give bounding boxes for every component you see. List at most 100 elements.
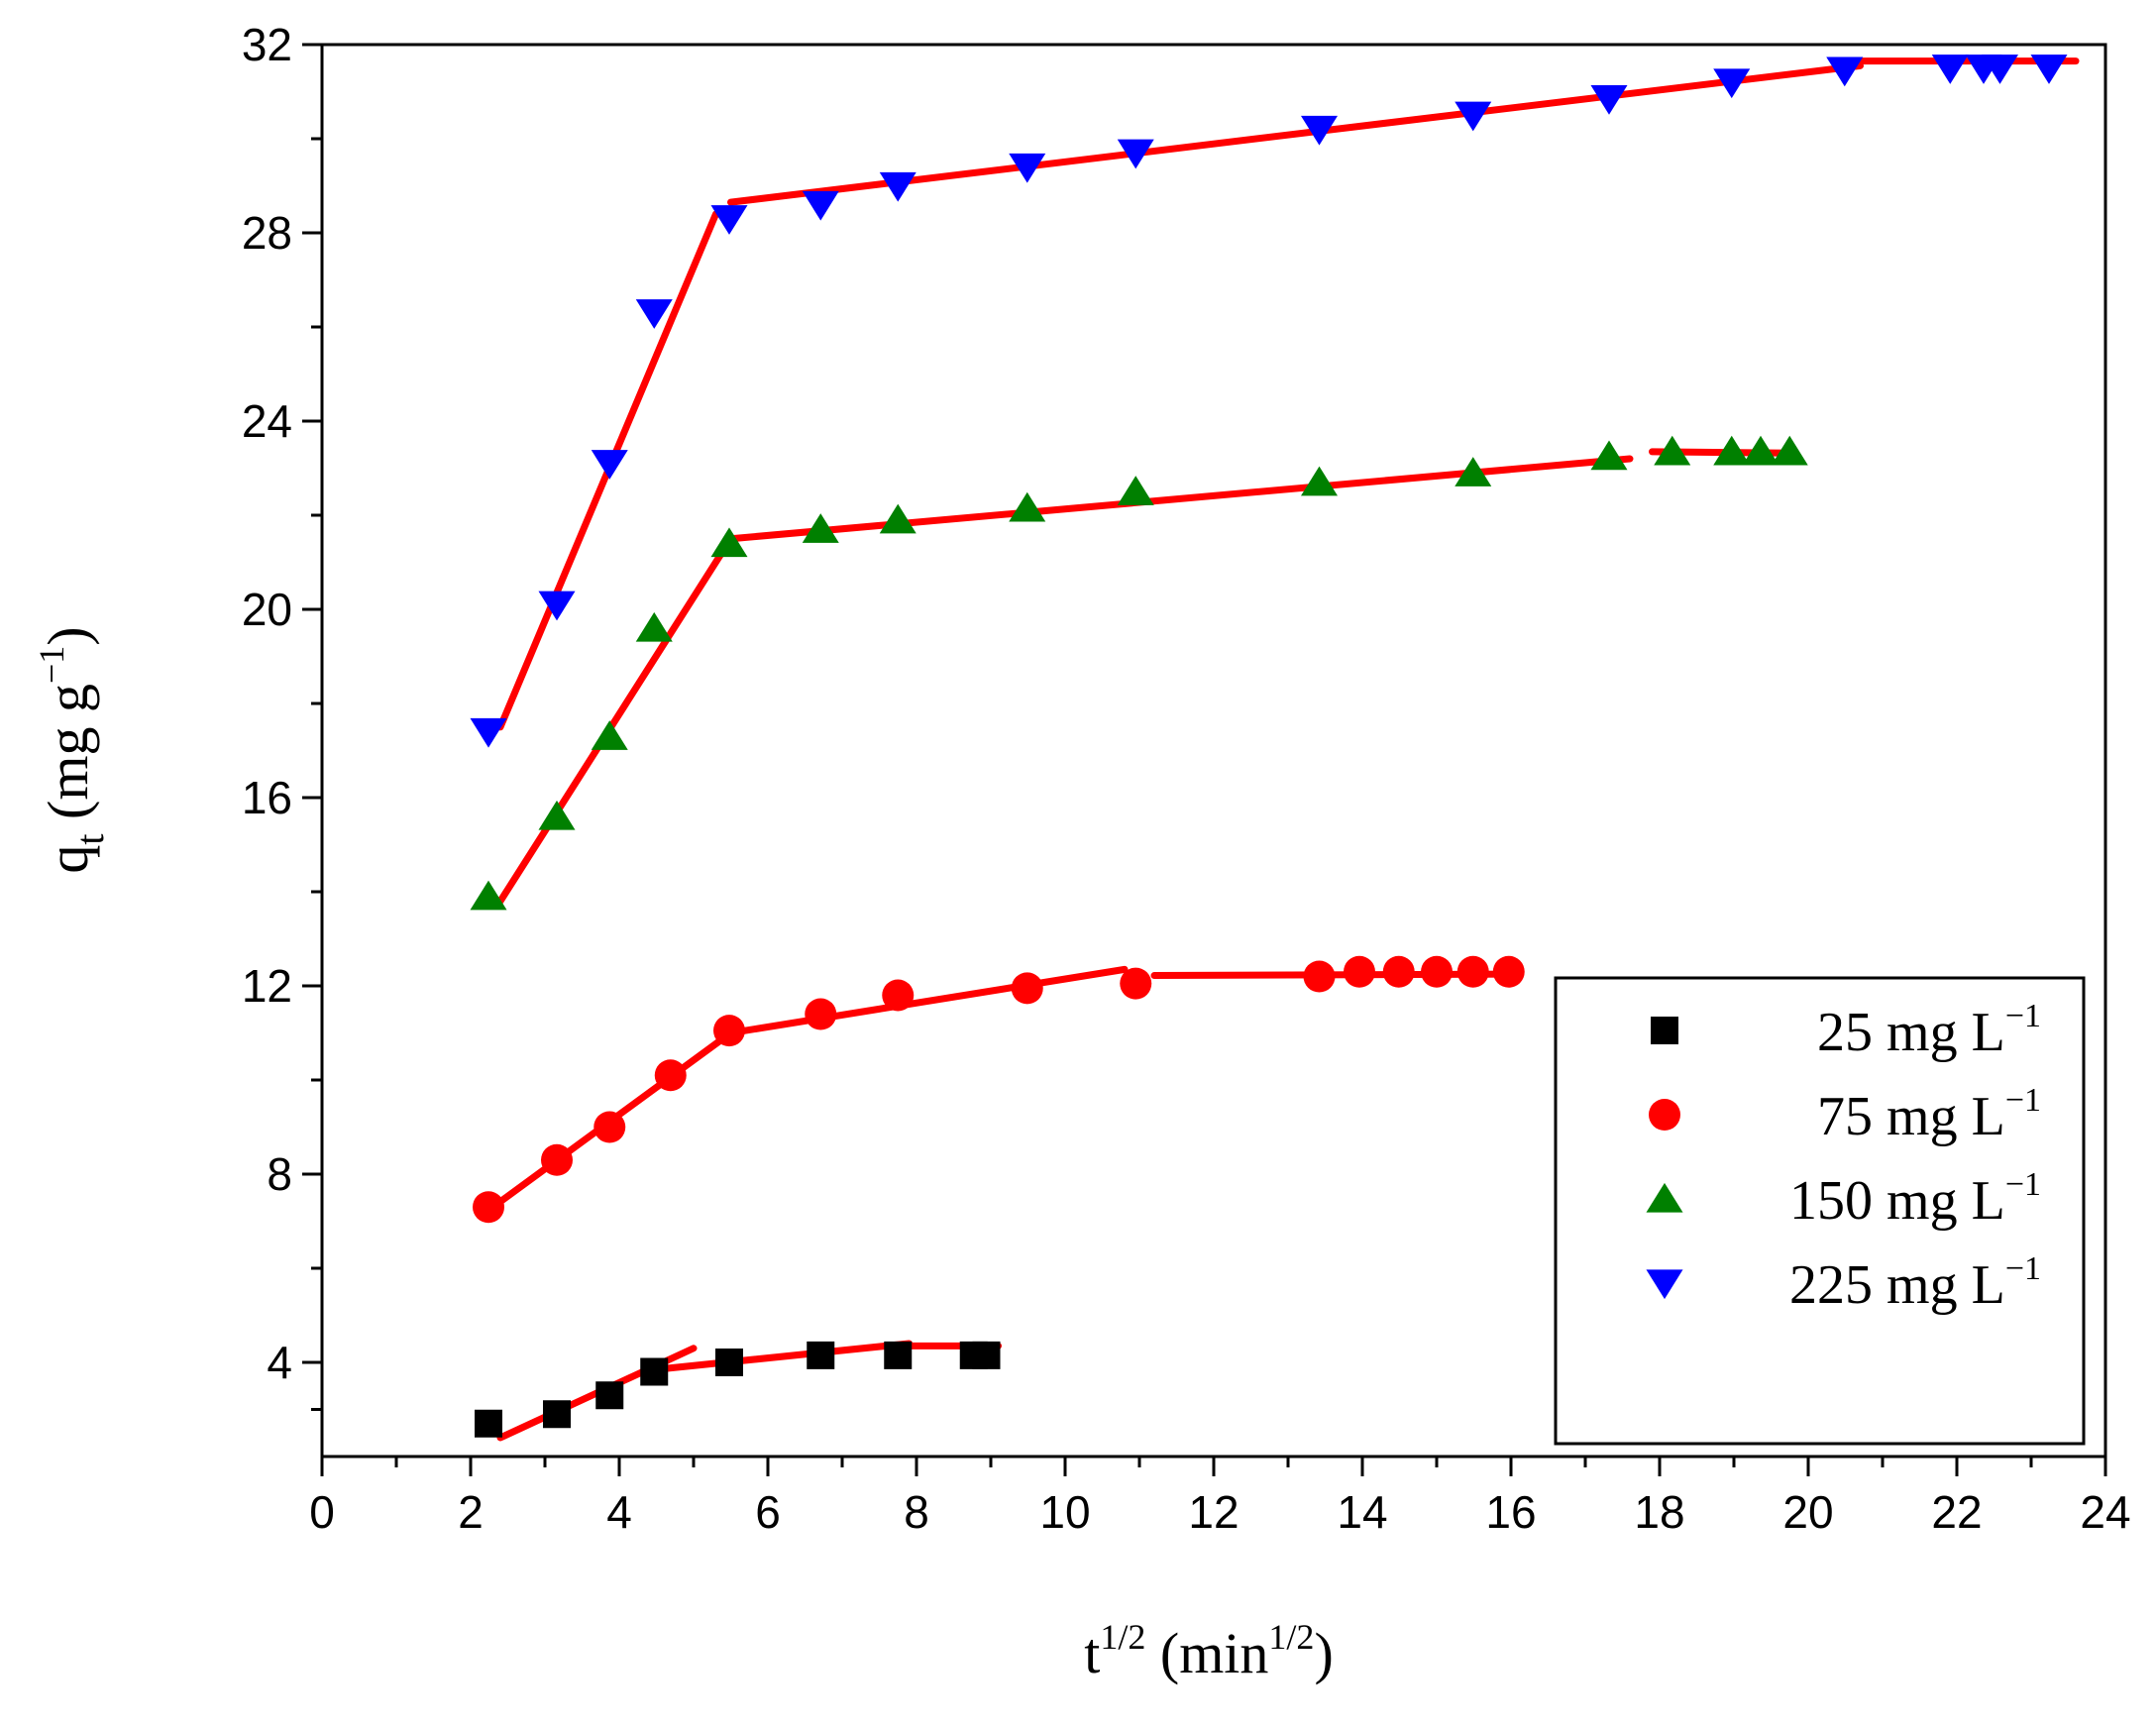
data-point [1300,466,1339,496]
legend-value: 25 [1817,1002,1873,1063]
data-point [640,1357,669,1386]
data-point [802,190,839,221]
legend-marker [1651,1017,1678,1044]
data-point [1011,972,1043,1005]
x-axis-label-unit-open: (min [1145,1621,1268,1685]
x-tick-label: 22 [1931,1486,1982,1538]
y-tick-label: 16 [242,772,292,823]
legend-box [1554,976,2086,1446]
x-axis-label-base: t [1084,1621,1100,1685]
legend-unit: mg L [1873,1086,2005,1147]
y-tick-label: 32 [242,19,292,70]
data-markers [470,54,2068,1438]
fit-line [727,455,1634,543]
data-point [713,1015,745,1047]
fit-line [653,1340,913,1373]
data-point [802,513,839,543]
y-tick-label: 4 [267,1337,292,1388]
x-tick-label: 2 [458,1486,484,1538]
x-tick-label: 20 [1782,1486,1833,1538]
legend-value: 75 [1817,1086,1873,1147]
x-tick-label: 4 [606,1486,632,1538]
legend-unit: mg L [1873,1002,2005,1063]
data-point [470,717,507,748]
data-point [1492,955,1525,988]
legend-unit: mg L [1873,1254,2005,1316]
data-point [1826,56,1864,87]
data-point [805,998,837,1030]
data-point [1303,960,1336,993]
data-point [1117,476,1154,505]
y-axis-label-unit-close: ) [36,626,100,645]
legend-marker [1646,1269,1683,1300]
data-point [1421,955,1453,988]
x-tick-label: 24 [2080,1486,2130,1538]
data-point [470,880,507,911]
data-point [1344,955,1375,988]
data-point [635,611,673,642]
data-point [1120,967,1152,1000]
x-axis-label-unit-sup: 1/2 [1268,1617,1314,1657]
data-point [1300,115,1339,146]
data-point [1117,139,1154,169]
data-point [473,1191,504,1224]
legend-unit-sup: −1 [2005,998,2041,1034]
fit-line [727,965,1129,1036]
x-tick-label: 14 [1337,1486,1387,1538]
data-point [538,800,576,830]
legend-label: 150 mg L−1 [1789,1166,2041,1232]
x-tick-label: 10 [1039,1486,1090,1538]
legend-label: 25 mg L−1 [1817,998,2041,1063]
y-tick-label: 8 [267,1148,292,1200]
data-point [710,527,748,558]
data-point [1742,435,1779,466]
y-axis-label-unit-sup: −1 [32,646,71,684]
fit-line [496,535,734,905]
data-point [2030,54,2068,84]
legend-marker [1649,1099,1680,1131]
legend-unit-sup: −1 [2005,1166,2041,1203]
y-axis-label-unit-open: (mg g [36,684,100,833]
legend-value: 150 [1789,1170,1873,1232]
data-point [710,205,748,235]
data-point [1931,54,1969,84]
y-axis-label-base: q [36,845,100,874]
data-point [1382,955,1415,988]
x-axis-label-sup: 1/2 [1100,1617,1145,1657]
data-point [882,979,915,1012]
data-point [1009,491,1046,522]
data-point [807,1341,835,1369]
y-tick-label: 28 [242,207,292,259]
legend-unit-sup: −1 [2005,1250,2041,1287]
data-point [1009,153,1046,183]
data-point [654,1059,687,1092]
data-point [879,171,916,202]
y-tick-label: 12 [242,960,292,1012]
x-tick-label: 12 [1188,1486,1239,1538]
x-tick-label: 8 [904,1486,929,1538]
data-point [595,1381,624,1410]
legend-marker [1646,1182,1683,1213]
legend-label: 75 mg L−1 [1817,1082,2041,1147]
data-point [593,1111,626,1143]
data-point [972,1341,1001,1369]
data-point [591,450,628,480]
legend-label: 225 mg L−1 [1789,1250,2041,1316]
x-axis-label: t1/2 (min1/2) [1084,1617,1334,1685]
x-axis-label-unit-close: ) [1314,1621,1333,1685]
data-point [1713,68,1751,99]
data-point [591,720,628,750]
y-axis-label: qt (mg g−1) [32,626,112,873]
data-point [1713,435,1751,466]
legend-unit-sup: −1 [2005,1082,2041,1119]
data-point [541,1143,573,1176]
data-point [1456,955,1489,988]
data-point [715,1349,743,1376]
data-point [1654,435,1691,466]
data-point [475,1409,502,1438]
data-point [879,503,916,534]
legend-unit: mg L [1873,1170,2005,1232]
